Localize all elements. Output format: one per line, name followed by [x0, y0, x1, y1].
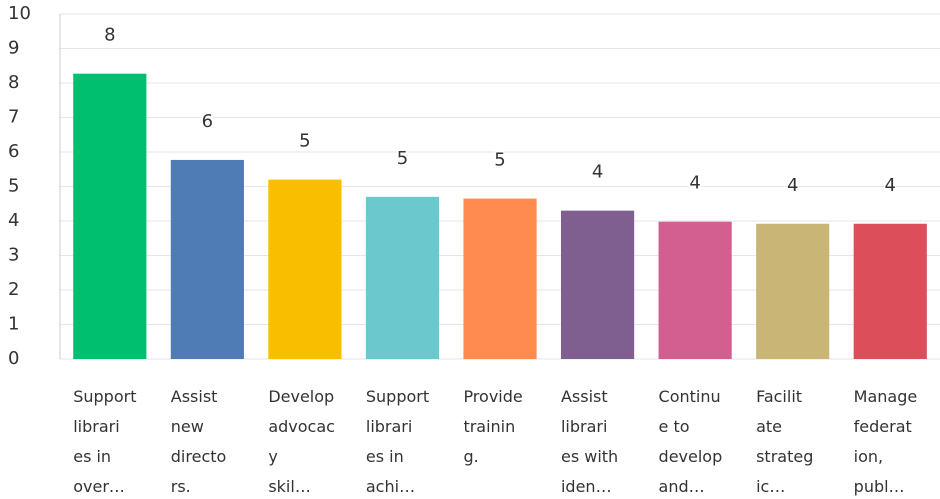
bar — [73, 73, 147, 359]
y-tick-label: 0 — [8, 348, 19, 369]
bar — [756, 223, 830, 359]
y-tick-label: 7 — [8, 107, 19, 128]
bar — [463, 198, 537, 359]
x-tick-label: Support librari es in achi… — [365, 387, 430, 496]
y-tick-label: 6 — [8, 141, 19, 162]
y-tick-label: 3 — [8, 245, 19, 266]
data-label: 4 — [787, 175, 798, 196]
data-label: 5 — [397, 148, 408, 169]
data-label: 5 — [299, 131, 310, 152]
bar — [170, 159, 244, 359]
y-tick-label: 4 — [8, 210, 19, 231]
y-tick-label: 5 — [8, 176, 19, 197]
x-tick-label: Facilit ate strateg ic… — [756, 387, 814, 496]
y-tick-label: 2 — [8, 279, 19, 300]
x-tick-label: Provide trainin g. — [463, 387, 523, 466]
data-label: 5 — [494, 150, 505, 171]
x-tick-label: Develop advocac y skil… — [268, 387, 335, 496]
data-label: 6 — [202, 111, 213, 132]
y-tick-label: 10 — [8, 3, 31, 24]
x-tick-label: Assist new directo rs. — [170, 387, 227, 496]
y-tick-label: 8 — [8, 72, 19, 93]
x-tick-label: Assist librari es with iden… — [560, 387, 619, 496]
bar — [268, 179, 342, 359]
y-tick-label: 1 — [8, 314, 19, 335]
bar — [853, 223, 927, 359]
bar — [658, 221, 732, 359]
bar — [365, 196, 440, 359]
bar — [560, 210, 635, 359]
data-label: 4 — [689, 173, 700, 194]
data-label: 4 — [592, 162, 603, 183]
y-tick-label: 9 — [8, 38, 19, 59]
x-tick-label: Continu e to develop and… — [658, 387, 723, 496]
x-tick-label: Manage federat ion, publ… — [853, 387, 918, 496]
data-label: 8 — [104, 25, 115, 46]
x-tick-label: Support librari es in over… — [73, 387, 137, 496]
data-label: 4 — [885, 175, 896, 196]
